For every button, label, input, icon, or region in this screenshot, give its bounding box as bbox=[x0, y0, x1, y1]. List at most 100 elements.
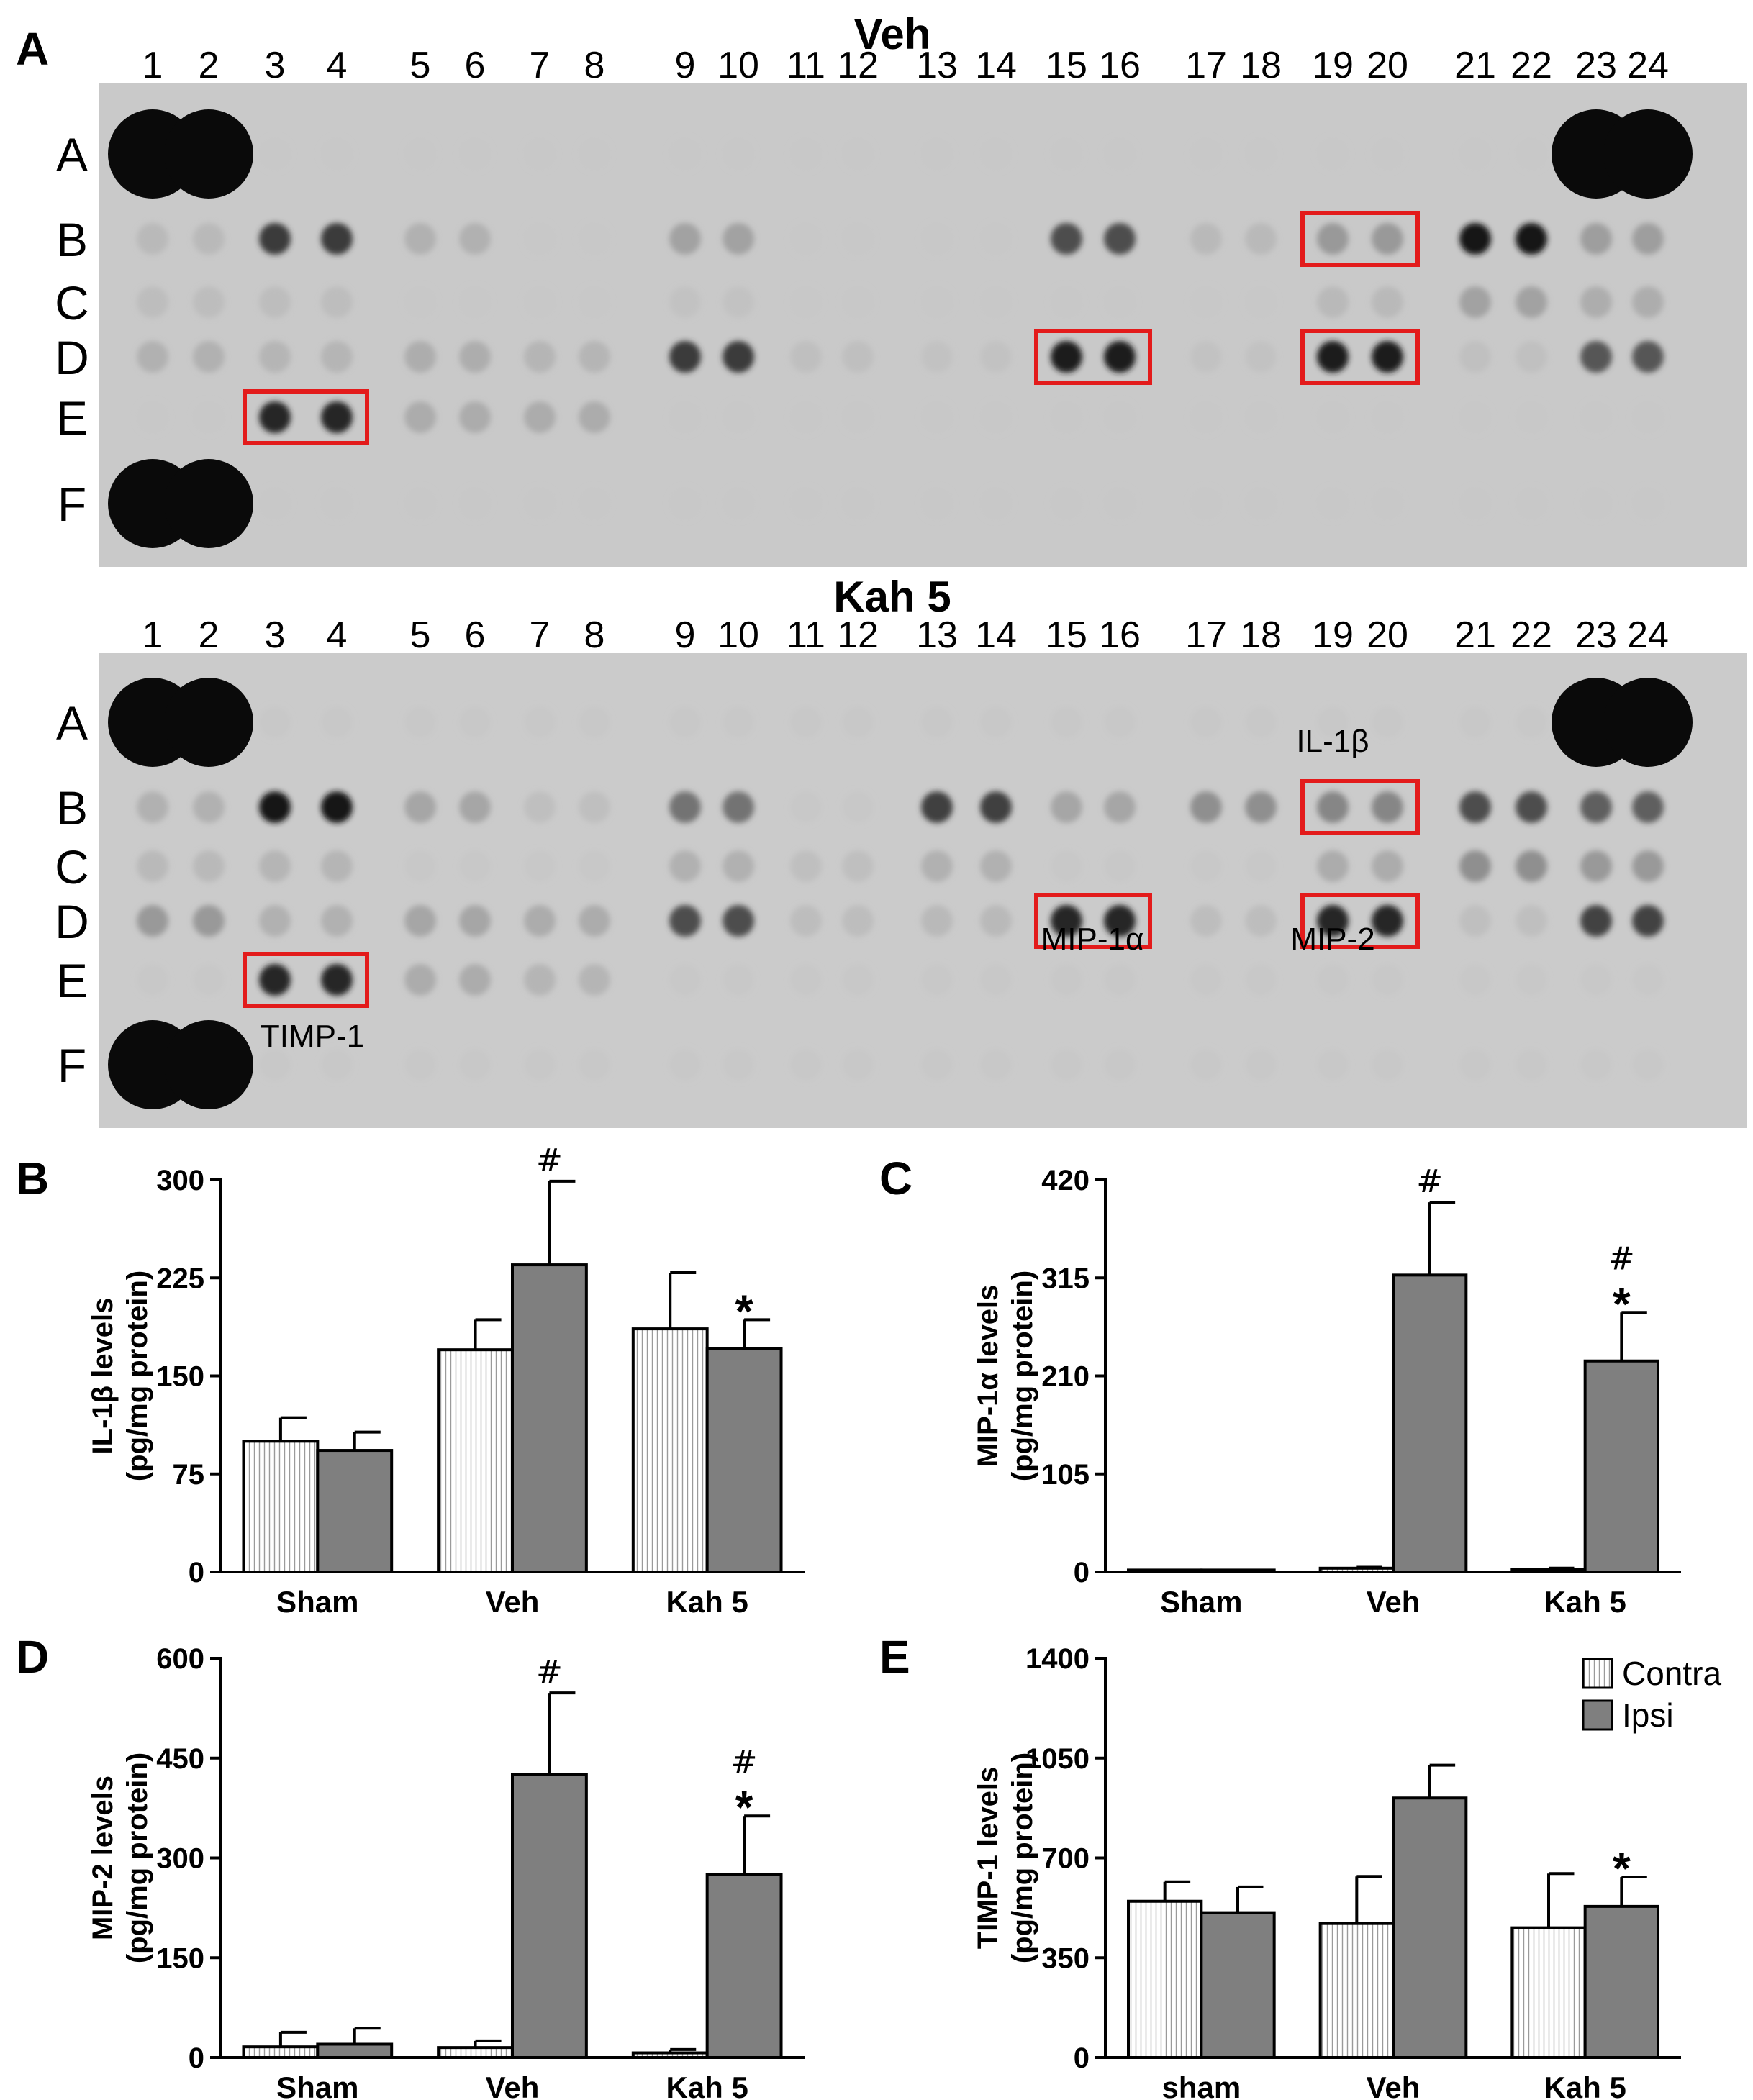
y-tick-label: 225 bbox=[156, 1263, 204, 1294]
blot-column-label: 18 bbox=[1240, 45, 1282, 86]
highlight-box bbox=[243, 952, 369, 1008]
significance-star: * bbox=[1613, 1278, 1631, 1329]
blot-spot bbox=[1516, 964, 1547, 996]
blot-spot bbox=[524, 905, 556, 937]
blot-spot bbox=[790, 905, 822, 937]
highlight-box bbox=[1034, 329, 1152, 385]
blot-spot bbox=[1245, 341, 1277, 373]
bar-contra bbox=[1510, 1926, 1587, 2059]
x-category-label: Sham bbox=[276, 1585, 358, 1619]
x-category-label: Kah 5 bbox=[1544, 1585, 1626, 1619]
blot-row-label: E bbox=[56, 954, 88, 1007]
blot-spot bbox=[980, 488, 1012, 519]
blot-spot bbox=[1317, 341, 1349, 373]
y-tick-label: 150 bbox=[156, 1942, 204, 1974]
bar-ipsi bbox=[1200, 1911, 1276, 2059]
bar-contra bbox=[1318, 1922, 1395, 2059]
legend-label-ipsi: Ipsi bbox=[1622, 1696, 1674, 1734]
blot-spot bbox=[669, 964, 701, 996]
blot-column-label: 14 bbox=[975, 614, 1017, 656]
blot-spot bbox=[842, 401, 874, 433]
blot-spot bbox=[1372, 341, 1403, 373]
blot-spot bbox=[980, 286, 1012, 318]
blot-column-label: 1 bbox=[142, 45, 163, 86]
blot-spot bbox=[404, 905, 436, 937]
blot-column-label: 17 bbox=[1185, 45, 1227, 86]
blot-spot bbox=[1245, 401, 1277, 433]
bar-contra bbox=[242, 1440, 320, 1574]
blot-spot bbox=[1459, 138, 1491, 170]
blot-spot bbox=[980, 223, 1012, 255]
blot-column-label: 10 bbox=[717, 614, 759, 656]
y-axis-subtitle: (pg/mg protein) bbox=[122, 1753, 153, 1963]
blot-spot bbox=[842, 850, 874, 882]
blot-spot bbox=[1051, 138, 1082, 170]
blot-row-label: A bbox=[56, 128, 88, 181]
blot-spot bbox=[404, 223, 436, 255]
bar-ipsi bbox=[1583, 1359, 1660, 1573]
blot-spot bbox=[1372, 964, 1403, 996]
chart-mip1a: C 0 105 210 315 420 MIP-1α levels (pg/mg protei… bbox=[879, 1153, 1681, 1619]
y-tick-label: 350 bbox=[1041, 1942, 1090, 1974]
blot-spot bbox=[921, 138, 953, 170]
y-tick-label: 600 bbox=[156, 1643, 204, 1675]
blot-spot bbox=[137, 401, 168, 433]
blot-spot bbox=[1632, 401, 1664, 433]
bar-ipsi bbox=[316, 1449, 394, 1574]
blot-title-veh: Veh bbox=[854, 10, 931, 58]
y-tick-label: 75 bbox=[173, 1459, 205, 1491]
blot-spot bbox=[404, 401, 436, 433]
blot-spot bbox=[579, 905, 610, 937]
blot-spot bbox=[669, 286, 701, 318]
blot-spot bbox=[164, 678, 253, 767]
blot-spot bbox=[723, 401, 754, 433]
blot-spot bbox=[459, 286, 491, 318]
blot-spot bbox=[1245, 138, 1277, 170]
blot-spot bbox=[790, 791, 822, 823]
blot-spot bbox=[1459, 850, 1491, 882]
blot-spot bbox=[1190, 905, 1222, 937]
blot-spot bbox=[790, 1049, 822, 1081]
blot-spot bbox=[459, 1049, 491, 1081]
blot-column-label: 7 bbox=[530, 614, 551, 656]
x-category-label: Sham bbox=[1160, 1585, 1242, 1619]
blot-column-labels-kah5: 1 2 3 4 5 6 7 8 9 10 11 12 13 14 15 16 17 18 19 20 21 22 23 24 bbox=[142, 614, 1669, 656]
blot-spot bbox=[1516, 138, 1547, 170]
blot-spot bbox=[1317, 401, 1349, 433]
blot-spot bbox=[1104, 223, 1136, 255]
blot-spot bbox=[842, 1049, 874, 1081]
blot-spot bbox=[1190, 1049, 1222, 1081]
blot-spot bbox=[1580, 223, 1612, 255]
blot-spot bbox=[1632, 488, 1664, 519]
blot-spot bbox=[193, 401, 225, 433]
blot-spot bbox=[1372, 286, 1403, 318]
blot-spot bbox=[321, 905, 353, 937]
blot-column-label: 2 bbox=[199, 614, 219, 656]
blot-spot bbox=[790, 341, 822, 373]
blot-spot bbox=[921, 401, 953, 433]
blot-spot bbox=[1580, 964, 1612, 996]
blot-spot bbox=[164, 459, 253, 548]
blot-column-label: 8 bbox=[584, 45, 605, 86]
blot-spot bbox=[723, 850, 754, 882]
blot-spot bbox=[459, 964, 491, 996]
blot-spot bbox=[1104, 905, 1136, 937]
blot-spot bbox=[524, 791, 556, 823]
blot-spot bbox=[1190, 286, 1222, 318]
blot-spot bbox=[1245, 706, 1277, 738]
blot-spot bbox=[404, 488, 436, 519]
blot-spot bbox=[790, 488, 822, 519]
blot-spot bbox=[842, 791, 874, 823]
bar-ipsi bbox=[511, 1773, 588, 2059]
y-tick-label: 300 bbox=[156, 1165, 204, 1196]
chart-il1b: B 0 75 150 225 300 IL-1β levels (pg/mg protein)… bbox=[16, 1142, 805, 1619]
blot-spot bbox=[321, 341, 353, 373]
x-category-label: Veh bbox=[486, 1585, 540, 1619]
blot-column-label: 16 bbox=[1099, 614, 1141, 656]
blot-spot bbox=[669, 791, 701, 823]
blot-spot bbox=[404, 138, 436, 170]
blot-spot bbox=[842, 905, 874, 937]
blot-spot bbox=[259, 905, 291, 937]
y-tick-label: 450 bbox=[156, 1743, 204, 1775]
